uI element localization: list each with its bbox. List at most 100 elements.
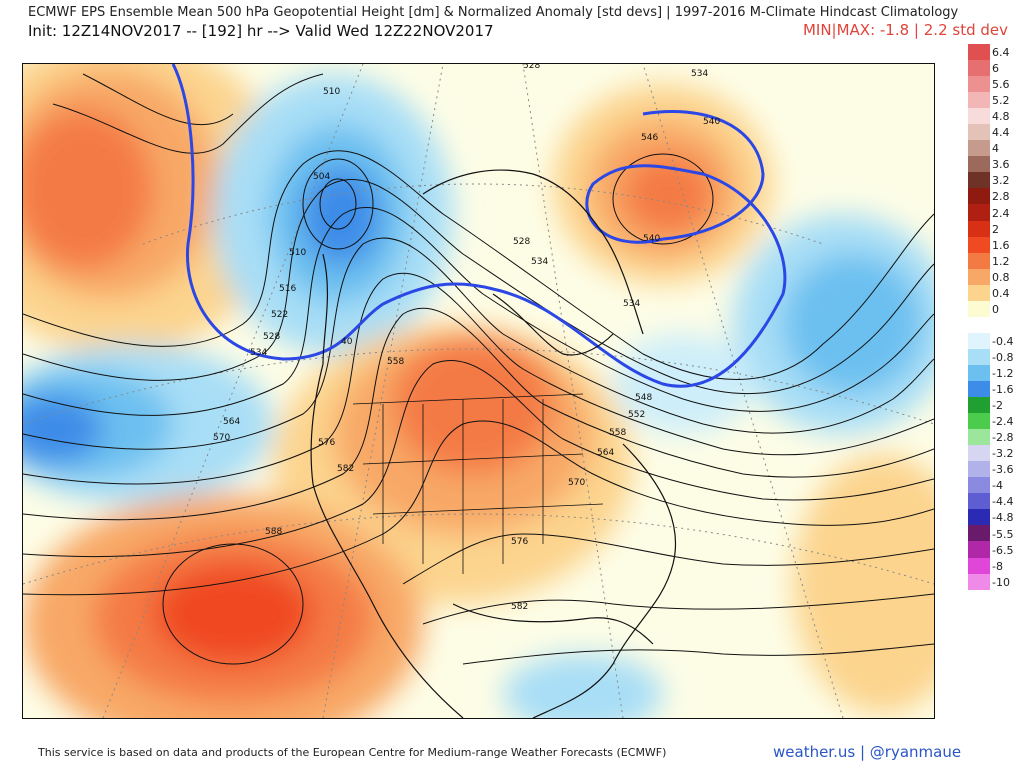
contour-10 <box>422 593 934 625</box>
colorbar-label: 2 <box>992 222 999 236</box>
colorbar-cell <box>968 364 990 381</box>
contour-high-pacific <box>162 543 304 665</box>
colorbar-label: -2.4 <box>992 415 1014 429</box>
colorbar-label: -1.2 <box>992 367 1014 380</box>
contour-label: 570 <box>568 478 585 488</box>
colorbar-label: -4.8 <box>992 511 1014 525</box>
colorbar-cell <box>968 573 990 590</box>
colorbar-label: -2 <box>992 399 1003 413</box>
contour-01 <box>23 150 934 380</box>
chart-title: ECMWF EPS Ensemble Mean 500 hPa Geopoten… <box>28 5 959 20</box>
contour-label: 558 <box>609 428 626 438</box>
credit-link[interactable]: weather.us | @ryanmaue <box>773 743 962 761</box>
colorbar-label: 2.4 <box>992 206 1010 220</box>
contour-label: 528 <box>523 64 540 71</box>
colorbar-cell <box>968 300 990 317</box>
colorbar-cell <box>968 284 990 301</box>
contour-08 <box>23 420 934 596</box>
colorbar-label: 6.4 <box>992 46 1010 59</box>
colorbar-cell <box>968 220 990 237</box>
colorbar-label: -3.6 <box>992 463 1014 477</box>
colorbar-label: 4 <box>992 142 999 156</box>
colorbar-label: -2.8 <box>992 431 1014 445</box>
contour-label: 534 <box>531 257 548 267</box>
colorbar-cell <box>968 461 990 478</box>
colorbar-label: -6.5 <box>992 543 1014 557</box>
colorbar-cell <box>968 124 990 141</box>
contour-label: 552 <box>628 410 645 420</box>
contour-label: 540 <box>703 117 720 127</box>
colorbar-cell <box>968 108 990 125</box>
contour-09 <box>402 533 934 585</box>
ecmwf-disclaimer: This service is based on data and produc… <box>38 746 667 759</box>
colorbar-label: -4 <box>992 479 1003 493</box>
colorbar-label: 3.6 <box>992 158 1010 172</box>
colorbar-cell <box>968 557 990 574</box>
colorbar-cell <box>968 44 990 61</box>
contour-label: 510 <box>289 248 306 258</box>
colorbar-label: -4.4 <box>992 495 1014 509</box>
colorbar-cell <box>968 204 990 221</box>
colorbar-label: 5.2 <box>992 94 1010 108</box>
anomaly-warm-central-us-center <box>393 334 553 474</box>
contour-low-alaska-inner <box>319 178 357 230</box>
colorbar-label: -1.6 <box>992 383 1014 397</box>
coastline-hudson <box>492 293 614 356</box>
colorbar-cell <box>968 493 990 510</box>
colorbar-label: 6 <box>992 62 999 76</box>
colorbar-label: -5.5 <box>992 527 1014 541</box>
coastline-west <box>310 253 464 718</box>
colorbar <box>968 44 990 590</box>
contour-06 <box>23 307 934 521</box>
contour-label: 540 <box>643 234 660 244</box>
contour-label: 522 <box>271 310 288 320</box>
coastline-gulf <box>452 603 654 645</box>
colorbar-cell <box>968 348 990 365</box>
anomaly-cold-east-canada <box>613 334 753 434</box>
contour-label: 570 <box>213 433 230 443</box>
colorbar-label: 0 <box>992 302 999 316</box>
colorbar-cell <box>968 60 990 77</box>
contour-label: 582 <box>511 602 528 612</box>
colorbar-cell <box>968 252 990 269</box>
contour-label: 534 <box>623 299 640 309</box>
graticule <box>23 64 934 718</box>
colorbar-cell <box>968 92 990 109</box>
contour-label: 510 <box>323 87 340 97</box>
graticule-lat-3 <box>142 183 824 245</box>
highlight-contours <box>171 64 787 388</box>
colorbar-cell <box>968 332 990 349</box>
colorbar-cell <box>968 76 990 93</box>
colorbar-cell <box>968 316 990 333</box>
contour-12 <box>52 73 324 154</box>
contour-05 <box>23 272 934 485</box>
colorbar-label: 4.4 <box>992 126 1010 140</box>
coastline-east <box>532 443 677 718</box>
contour-label: 548 <box>635 393 652 403</box>
contour-label: 546 <box>641 133 658 143</box>
colorbar-cell <box>968 397 990 414</box>
colorbar-cell <box>968 140 990 157</box>
anomaly-warm-atlantic <box>793 454 934 714</box>
contour-label: 534 <box>250 348 267 358</box>
height-contours <box>23 73 934 665</box>
highlight-contour-534 <box>171 64 787 388</box>
border-states-7 <box>372 503 604 515</box>
colorbar-cell <box>968 268 990 285</box>
border-us-canada <box>352 393 584 405</box>
graticule-lat-1 <box>23 513 934 585</box>
border-states-6 <box>362 453 584 465</box>
state-borders <box>352 393 604 574</box>
anomaly-shading <box>23 64 934 718</box>
colorbar-label: 1.2 <box>992 254 1010 268</box>
contour-07 <box>23 360 934 558</box>
colorbar-label: 3.2 <box>992 174 1010 188</box>
colorbar-cell <box>968 188 990 205</box>
contour-03 <box>23 206 934 416</box>
colorbar-label: -8 <box>992 559 1003 573</box>
contour-label: 558 <box>387 357 404 367</box>
anomaly-warm-greenland-center <box>623 154 713 234</box>
contour-label: 576 <box>318 438 335 448</box>
colorbar-cell <box>968 429 990 446</box>
coastline-canada-arctic <box>422 169 644 335</box>
